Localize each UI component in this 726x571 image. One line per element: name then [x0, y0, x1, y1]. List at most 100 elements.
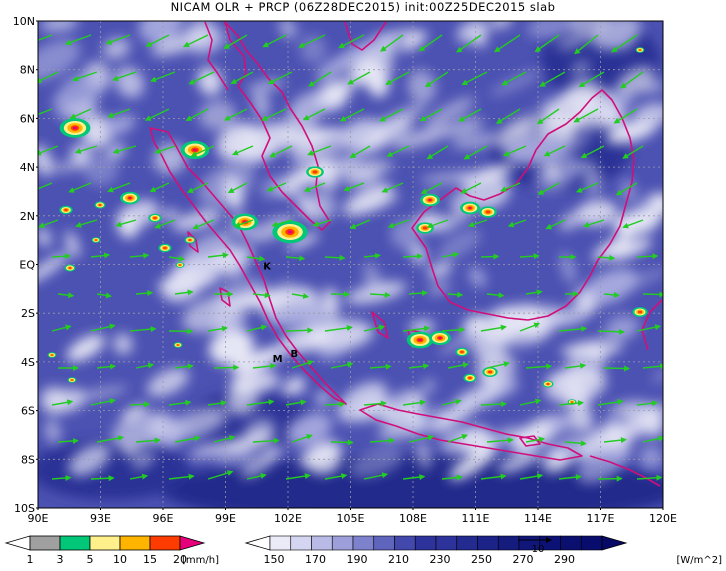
- lat-tick-label: 2N: [20, 210, 35, 223]
- wind-arrow: [642, 435, 663, 443]
- olr-legend-label: 210: [388, 553, 409, 566]
- cloud-patch: [286, 90, 330, 127]
- wind-arrow: [493, 34, 521, 53]
- wind-arrow: [558, 474, 582, 481]
- reference-vector-head: [546, 537, 552, 543]
- wind-arrow: [246, 255, 266, 262]
- olr-legend-swatch: [352, 535, 375, 551]
- wind-arrow: [168, 399, 192, 406]
- wind-arrow: [227, 182, 248, 194]
- wind-arrow: [636, 324, 662, 332]
- precip-intense: [176, 344, 180, 346]
- cloud-patch: [226, 431, 275, 454]
- wind-arrow: [467, 219, 488, 228]
- cloud-patch: [377, 29, 418, 42]
- cloud-patch: [545, 164, 561, 182]
- wind-arrow: [339, 108, 365, 122]
- wind-arrow: [500, 182, 521, 192]
- wind-arrow: [402, 474, 426, 481]
- cloud-patch: [473, 31, 487, 47]
- cloud-patch: [498, 109, 552, 138]
- coast-borneo: [411, 89, 635, 321]
- cloud-patch: [580, 268, 639, 307]
- wind-arrow: [507, 219, 527, 228]
- wind-arrow: [330, 439, 354, 446]
- wind-arrow: [135, 290, 154, 297]
- cloud-patch: [151, 30, 211, 56]
- cloud-patch: [416, 440, 432, 470]
- precip-extreme: [128, 197, 132, 199]
- place-labels: K M B: [263, 261, 298, 365]
- wind-arrow: [192, 219, 215, 230]
- lon-tick-label: 93E: [90, 512, 111, 525]
- lat-tick-label: EQ: [19, 259, 35, 272]
- wind-arrow: [168, 473, 195, 480]
- wind-arrow: [285, 399, 307, 406]
- reference-vector-label: 10: [532, 544, 545, 555]
- cloud-olr-layer: [38, 21, 663, 484]
- lat-tick-label: 8S: [21, 453, 35, 466]
- wind-arrow: [369, 363, 392, 370]
- cloud-patch: [343, 168, 381, 186]
- wind-arrow: [611, 34, 638, 53]
- wind-arrow: [38, 219, 59, 229]
- wind-arrow: [622, 145, 644, 159]
- wind-arrow: [580, 145, 605, 159]
- wind-arrow: [149, 182, 170, 193]
- cloud-patch: [146, 368, 189, 397]
- lon-tick-label: 105E: [337, 512, 365, 525]
- precip-intense: [153, 216, 157, 220]
- plot-area: K M B: [38, 21, 663, 508]
- wind-arrow: [420, 182, 443, 195]
- wind-arrow: [262, 34, 287, 48]
- wind-arrow: [564, 440, 587, 447]
- lat-lon-grid: [38, 21, 663, 508]
- lat-tick-label: 6S: [21, 405, 35, 418]
- wind-arrow: [519, 398, 542, 406]
- wind-arrow: [38, 145, 59, 156]
- wind-arrow: [174, 435, 201, 443]
- precip-intense: [50, 354, 54, 356]
- precip-intense: [637, 310, 643, 314]
- coast-bangka: [371, 311, 389, 339]
- wind-arrow: [267, 71, 293, 85]
- cloud-patch: [407, 69, 437, 104]
- wind-arrow: [343, 182, 365, 192]
- olr-legend-swatch: [435, 535, 458, 551]
- lat-tick-label: 10N: [13, 15, 35, 28]
- wind-arrow: [68, 182, 92, 193]
- precip-extreme: [468, 207, 472, 209]
- cloud-patch: [577, 199, 618, 226]
- wind-arrow: [90, 323, 116, 332]
- wind-arrow: [603, 291, 620, 298]
- precip-extreme: [418, 338, 422, 342]
- olr-legend-swatch: [269, 535, 292, 551]
- wind-arrow: [575, 182, 599, 193]
- olr-legend-label: 230: [430, 553, 451, 566]
- cloud-patch: [282, 128, 345, 144]
- wind-arrow: [480, 473, 507, 480]
- wind-arrow: [144, 108, 170, 121]
- lat-tick-label: 8N: [20, 64, 35, 77]
- wind-arrow: [154, 145, 176, 154]
- cloud-patch: [489, 69, 544, 97]
- cloud-patch: [286, 232, 320, 250]
- precip-intense: [188, 239, 192, 241]
- wind-arrow: [597, 398, 624, 406]
- coast-bali-lombok: [589, 455, 661, 487]
- wind-arrow: [480, 324, 507, 332]
- wind-arrow: [387, 219, 410, 229]
- wind-arrow: [519, 473, 544, 480]
- precip-intense: [68, 267, 72, 269]
- lon-tick-label: 99E: [215, 512, 236, 525]
- cloud-patch: [237, 121, 296, 162]
- wind-arrow: [38, 182, 53, 190]
- wind-arrow: [338, 34, 365, 49]
- cloud-patch: [558, 340, 604, 354]
- wind-arrow: [324, 473, 348, 480]
- precip-intense: [70, 379, 74, 381]
- cloud-patch: [83, 152, 119, 186]
- wind-arrow: [303, 182, 326, 192]
- cloud-patch: [210, 311, 247, 332]
- cloud-patch: [281, 376, 305, 395]
